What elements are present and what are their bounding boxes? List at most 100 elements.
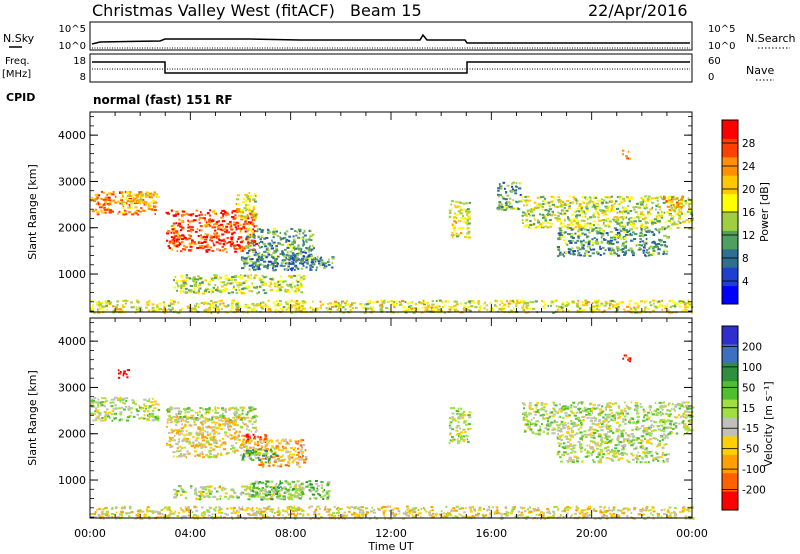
freq-panel-frame — [89, 53, 693, 83]
heatmap-cell — [515, 305, 518, 308]
heatmap-cell — [145, 306, 148, 309]
heatmap-cell — [255, 230, 259, 233]
heatmap-cell — [585, 253, 588, 256]
heatmap-cell — [643, 228, 646, 231]
heatmap-cell — [454, 206, 458, 209]
heatmap-cell — [172, 439, 176, 442]
heatmap-cell — [142, 195, 145, 198]
heatmap-cell — [194, 455, 197, 458]
heatmap-cell — [176, 244, 178, 246]
heatmap-cell — [635, 309, 638, 312]
heatmap-cell — [570, 221, 573, 224]
heatmap-cell — [255, 243, 258, 245]
heatmap-cell — [234, 250, 238, 253]
heatmap-cell — [176, 289, 178, 292]
heatmap-cell — [550, 222, 553, 225]
heatmap-cell — [108, 199, 112, 202]
heatmap-cell — [560, 306, 564, 309]
heatmap-cell — [222, 290, 226, 293]
heatmap-cell — [225, 250, 228, 253]
heatmap-cell — [202, 445, 205, 448]
heatmap-cell — [311, 493, 316, 496]
heatmap-cell — [187, 226, 191, 229]
heatmap-cell — [223, 305, 226, 307]
heatmap-cell — [140, 192, 142, 195]
heatmap-cell — [666, 205, 671, 208]
heatmap-cell — [104, 397, 107, 400]
heatmap-cell — [676, 226, 680, 229]
heatmap-cell — [656, 243, 661, 245]
heatmap-cell — [595, 304, 599, 307]
heatmap-cell — [664, 244, 666, 246]
heatmap-cell — [251, 489, 254, 492]
heatmap-cell — [576, 219, 580, 222]
heatmap-cell — [200, 497, 203, 500]
heatmap-cell — [305, 261, 309, 264]
heatmap-cell — [183, 279, 187, 282]
heatmap-cell — [470, 300, 475, 303]
heatmap-cell — [296, 254, 300, 257]
heatmap-cell — [179, 416, 182, 418]
heatmap-cell — [666, 211, 670, 214]
heatmap-cell — [114, 310, 118, 312]
heatmap-cell — [283, 236, 287, 239]
heatmap-cell — [251, 222, 255, 225]
heatmap-cell — [246, 274, 250, 277]
heatmap-cell — [287, 462, 291, 465]
heatmap-cell — [233, 451, 236, 454]
heatmap-cell — [281, 310, 284, 313]
heatmap-cell — [673, 221, 676, 224]
heatmap-cell — [232, 428, 236, 431]
heatmap-cell — [247, 306, 251, 309]
heatmap-cell — [229, 309, 232, 312]
heatmap-cell — [640, 227, 643, 230]
heatmap-cell — [181, 276, 183, 279]
heatmap-cell — [613, 252, 617, 255]
heatmap-cell — [123, 209, 126, 212]
heatmap-cell — [288, 457, 291, 460]
heatmap-cell — [689, 200, 693, 203]
heatmap-cell — [299, 440, 302, 443]
heatmap-cell — [651, 309, 656, 312]
heatmap-cell — [230, 223, 233, 226]
heatmap-cell — [251, 210, 254, 213]
heatmap-cell — [580, 242, 583, 244]
heatmap-cell — [273, 261, 277, 264]
heatmap-cell — [226, 417, 228, 420]
heatmap-cell — [284, 487, 287, 490]
heatmap-cell — [104, 200, 107, 203]
heatmap-cell — [206, 233, 209, 236]
heatmap-cell — [508, 205, 512, 208]
heatmap-cell — [522, 300, 526, 303]
heatmap-cell — [173, 279, 175, 282]
heatmap-cell — [614, 216, 619, 219]
heatmap-cell — [688, 209, 692, 212]
heatmap-cell — [655, 215, 658, 218]
heatmap-cell — [311, 258, 315, 261]
heatmap-cell — [201, 292, 205, 295]
heatmap-cell — [219, 497, 222, 500]
heatmap-cell — [239, 227, 242, 230]
heatmap-cell — [289, 497, 292, 500]
heatmap-cell — [264, 483, 267, 485]
heatmap-cell — [99, 307, 102, 310]
heatmap-cell — [244, 227, 248, 230]
heatmap-cell — [272, 232, 274, 235]
heatmap-cell — [457, 442, 460, 445]
heatmap-cell — [581, 246, 584, 249]
heatmap-cell — [587, 201, 591, 204]
heatmap-cell — [248, 438, 251, 441]
heatmap-cell — [266, 265, 269, 268]
heatmap-cell — [176, 231, 179, 234]
heatmap-cell — [571, 237, 575, 239]
heatmap-cell — [242, 260, 246, 263]
heatmap-cell — [219, 444, 223, 447]
heatmap-cell — [298, 310, 301, 312]
heatmap-cell — [498, 204, 500, 207]
heatmap-cell — [184, 420, 187, 423]
heatmap-cell — [198, 417, 201, 420]
heatmap-cell — [134, 200, 137, 203]
heatmap-cell — [272, 489, 275, 492]
heatmap-cell — [680, 198, 684, 201]
heatmap-cell — [457, 210, 462, 213]
